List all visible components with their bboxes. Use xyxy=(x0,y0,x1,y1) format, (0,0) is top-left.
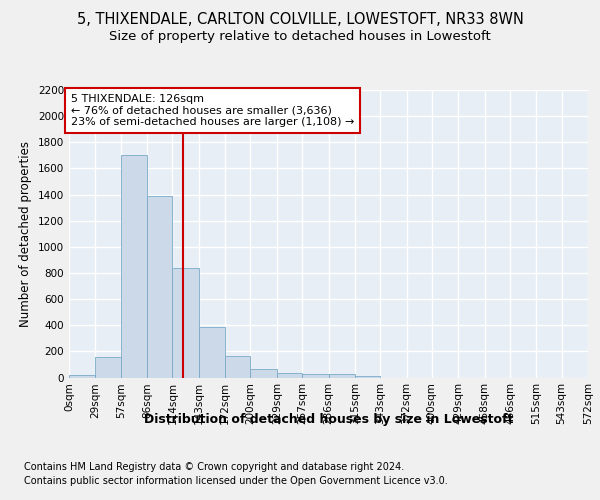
Bar xyxy=(69,375,95,378)
Bar xyxy=(121,156,147,378)
Bar xyxy=(199,327,225,378)
Bar xyxy=(329,374,355,378)
Bar xyxy=(225,356,250,378)
Bar xyxy=(147,196,172,378)
Bar xyxy=(95,357,121,378)
Bar xyxy=(277,373,302,378)
Bar xyxy=(172,268,199,378)
Text: Contains public sector information licensed under the Open Government Licence v3: Contains public sector information licen… xyxy=(24,476,448,486)
Text: Size of property relative to detached houses in Lowestoft: Size of property relative to detached ho… xyxy=(109,30,491,43)
Bar xyxy=(355,376,380,378)
Text: Distribution of detached houses by size in Lowestoft: Distribution of detached houses by size … xyxy=(144,412,514,426)
Bar xyxy=(250,369,277,378)
Text: 5 THIXENDALE: 126sqm
← 76% of detached houses are smaller (3,636)
23% of semi-de: 5 THIXENDALE: 126sqm ← 76% of detached h… xyxy=(71,94,354,127)
Bar xyxy=(302,374,329,378)
Text: 5, THIXENDALE, CARLTON COLVILLE, LOWESTOFT, NR33 8WN: 5, THIXENDALE, CARLTON COLVILLE, LOWESTO… xyxy=(77,12,523,28)
Y-axis label: Number of detached properties: Number of detached properties xyxy=(19,141,32,327)
Text: Contains HM Land Registry data © Crown copyright and database right 2024.: Contains HM Land Registry data © Crown c… xyxy=(24,462,404,472)
